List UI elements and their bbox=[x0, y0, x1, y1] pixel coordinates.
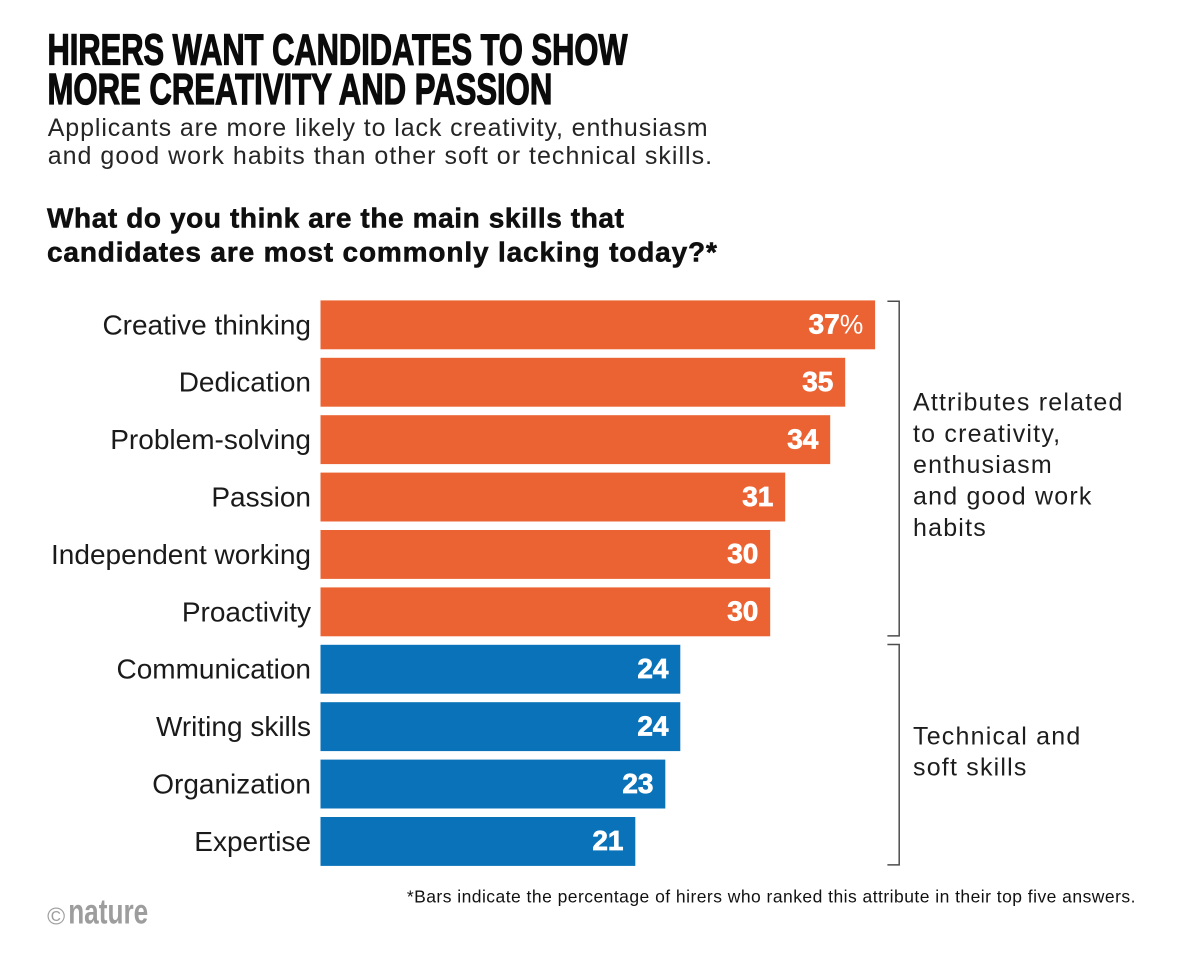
svg-text:Creative thinking: Creative thinking bbox=[102, 309, 311, 340]
svg-text:and good work: and good work bbox=[913, 483, 1093, 511]
svg-text:nature: nature bbox=[68, 892, 148, 931]
svg-text:Problem-solving: Problem-solving bbox=[110, 424, 311, 455]
svg-text:and good work habits than othe: and good work habits than other soft or … bbox=[48, 142, 713, 170]
svg-text:©: © bbox=[47, 904, 65, 931]
svg-text:habits: habits bbox=[913, 514, 987, 542]
svg-text:What do you think are the main: What do you think are the main skills th… bbox=[47, 203, 625, 234]
svg-text:34: 34 bbox=[787, 423, 819, 454]
svg-text:21: 21 bbox=[592, 825, 623, 856]
svg-text:Dedication: Dedication bbox=[179, 367, 311, 398]
svg-text:24: 24 bbox=[637, 710, 669, 741]
svg-text:30: 30 bbox=[727, 596, 758, 627]
svg-text:Proactivity: Proactivity bbox=[182, 596, 311, 627]
svg-text:Technical and: Technical and bbox=[913, 722, 1081, 750]
svg-text:HIRERS WANT CANDIDATES TO SHOW: HIRERS WANT CANDIDATES TO SHOW bbox=[48, 26, 628, 75]
svg-text:candidates are most commonly l: candidates are most commonly lacking tod… bbox=[47, 237, 718, 268]
svg-text:Applicants are more likely to: Applicants are more likely to lack creat… bbox=[48, 114, 709, 142]
svg-text:Writing skills: Writing skills bbox=[156, 711, 311, 742]
svg-text:Expertise: Expertise bbox=[194, 826, 311, 857]
svg-text:Independent working: Independent working bbox=[51, 539, 311, 570]
svg-text:Organization: Organization bbox=[152, 769, 311, 800]
svg-text:35: 35 bbox=[802, 366, 833, 397]
svg-text:to creativity,: to creativity, bbox=[913, 420, 1061, 448]
svg-text:37%: 37% bbox=[809, 309, 864, 340]
svg-text:Passion: Passion bbox=[211, 482, 311, 513]
svg-text:Communication: Communication bbox=[116, 654, 311, 685]
svg-text:31: 31 bbox=[742, 481, 773, 512]
svg-text:*Bars indicate the percentage: *Bars indicate the percentage of hirers … bbox=[407, 887, 1136, 907]
svg-text:24: 24 bbox=[637, 653, 669, 684]
svg-text:soft skills: soft skills bbox=[913, 754, 1028, 782]
svg-text:MORE CREATIVITY AND PASSION: MORE CREATIVITY AND PASSION bbox=[48, 65, 553, 114]
svg-text:30: 30 bbox=[727, 538, 758, 569]
svg-text:Attributes related: Attributes related bbox=[913, 388, 1124, 416]
svg-text:enthusiasm: enthusiasm bbox=[913, 451, 1053, 479]
svg-text:23: 23 bbox=[622, 768, 653, 799]
